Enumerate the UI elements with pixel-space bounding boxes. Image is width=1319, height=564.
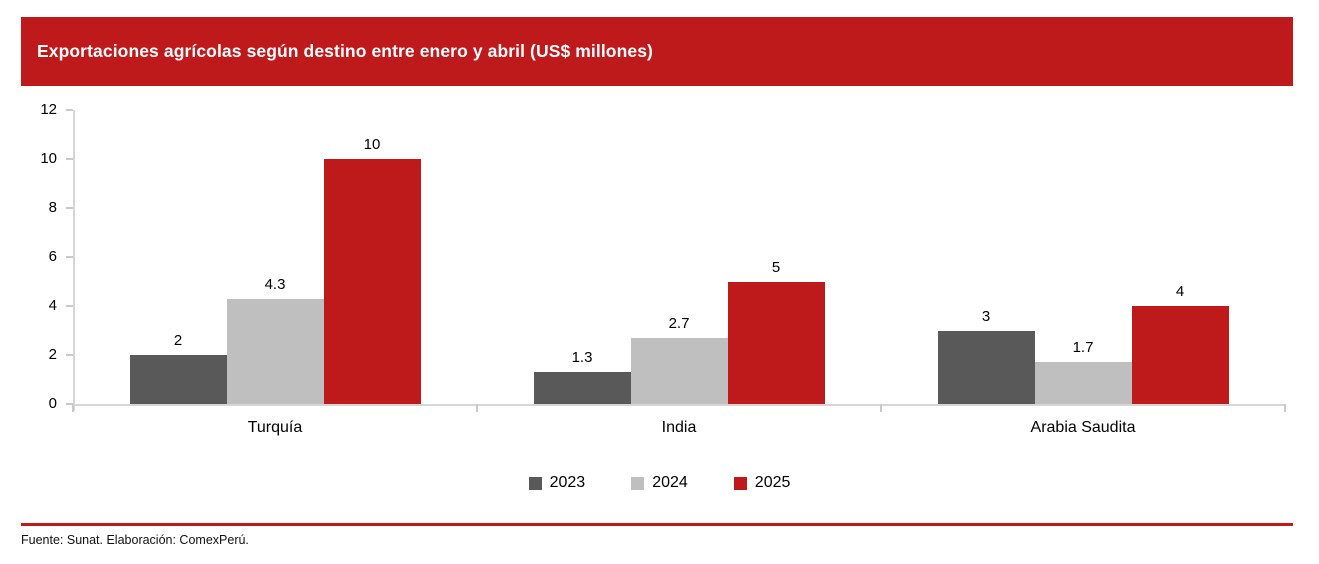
bar-value-label: 3 (981, 307, 991, 325)
x-axis-tick (476, 404, 478, 412)
y-tick-mark (66, 109, 73, 111)
y-tick-mark (66, 354, 73, 356)
footer-divider (21, 523, 1293, 526)
y-axis-line (73, 110, 75, 411)
y-tick-label: 2 (48, 346, 57, 363)
legend-swatch-2025 (733, 476, 747, 490)
category-label-turquia: Turquía (247, 419, 303, 436)
legend-item-2025: 2025 (733, 474, 791, 492)
bar-value-label: 1.7 (1072, 339, 1094, 357)
bar-2023-india (533, 372, 631, 404)
y-tick-label: 4 (48, 297, 57, 314)
bar-value-label: 1.3 (571, 349, 593, 367)
legend-item-2024: 2024 (631, 474, 688, 492)
bar-value-label: 10 (363, 136, 381, 153)
source-note: Fuente: Sunat. Elaboración: ComexPerú. (21, 533, 249, 547)
bar-2023-arabia-saudita (937, 330, 1035, 404)
x-axis-tick (72, 404, 74, 412)
bar-value-label: 2 (173, 332, 183, 349)
bar-value-label: 4.3 (264, 275, 286, 293)
y-tick-label: 8 (48, 199, 57, 216)
y-tick-mark (66, 207, 73, 209)
legend-swatch-2023 (528, 476, 542, 490)
y-tick-label: 12 (40, 101, 57, 118)
title-banner: Exportaciones agrícolas según destino en… (21, 17, 1293, 86)
x-axis-line (73, 404, 1285, 406)
y-tick-mark (66, 403, 73, 405)
y-tick-label: 10 (40, 150, 57, 167)
bar-2025-arabia-saudita (1131, 306, 1229, 404)
category-label-arabia-saudita: Arabia Saudita (1030, 419, 1136, 436)
legend-swatch-2024 (631, 476, 645, 490)
y-tick-label: 6 (48, 248, 57, 265)
bar-2025-india (727, 281, 825, 404)
y-tick-label: 0 (48, 395, 57, 412)
legend-label-2024: 2024 (652, 474, 688, 491)
legend-item-2023: 2023 (528, 474, 586, 492)
legend-label-2025: 2025 (754, 474, 791, 491)
bar-2023-turquia (129, 355, 227, 404)
x-axis-tick (880, 404, 882, 412)
y-tick-mark (66, 256, 73, 258)
bar-value-label: 5 (771, 258, 781, 276)
bar-value-label: 4 (1175, 283, 1185, 300)
y-tick-mark (66, 158, 73, 160)
bar-2025-turquia (323, 159, 421, 404)
bar-value-label: 2.7 (668, 314, 690, 332)
x-axis-tick (1284, 404, 1286, 412)
y-tick-mark (66, 305, 73, 307)
chart-title: Exportaciones agrícolas según destino en… (37, 41, 653, 61)
category-label-india: India (661, 419, 697, 436)
bar-2024-turquia (226, 298, 324, 404)
bar-2024-arabia-saudita (1034, 362, 1132, 404)
chart-legend: 2023 2024 2025 (0, 474, 1319, 492)
legend-label-2023: 2023 (549, 474, 586, 491)
bar-2024-india (630, 337, 728, 404)
